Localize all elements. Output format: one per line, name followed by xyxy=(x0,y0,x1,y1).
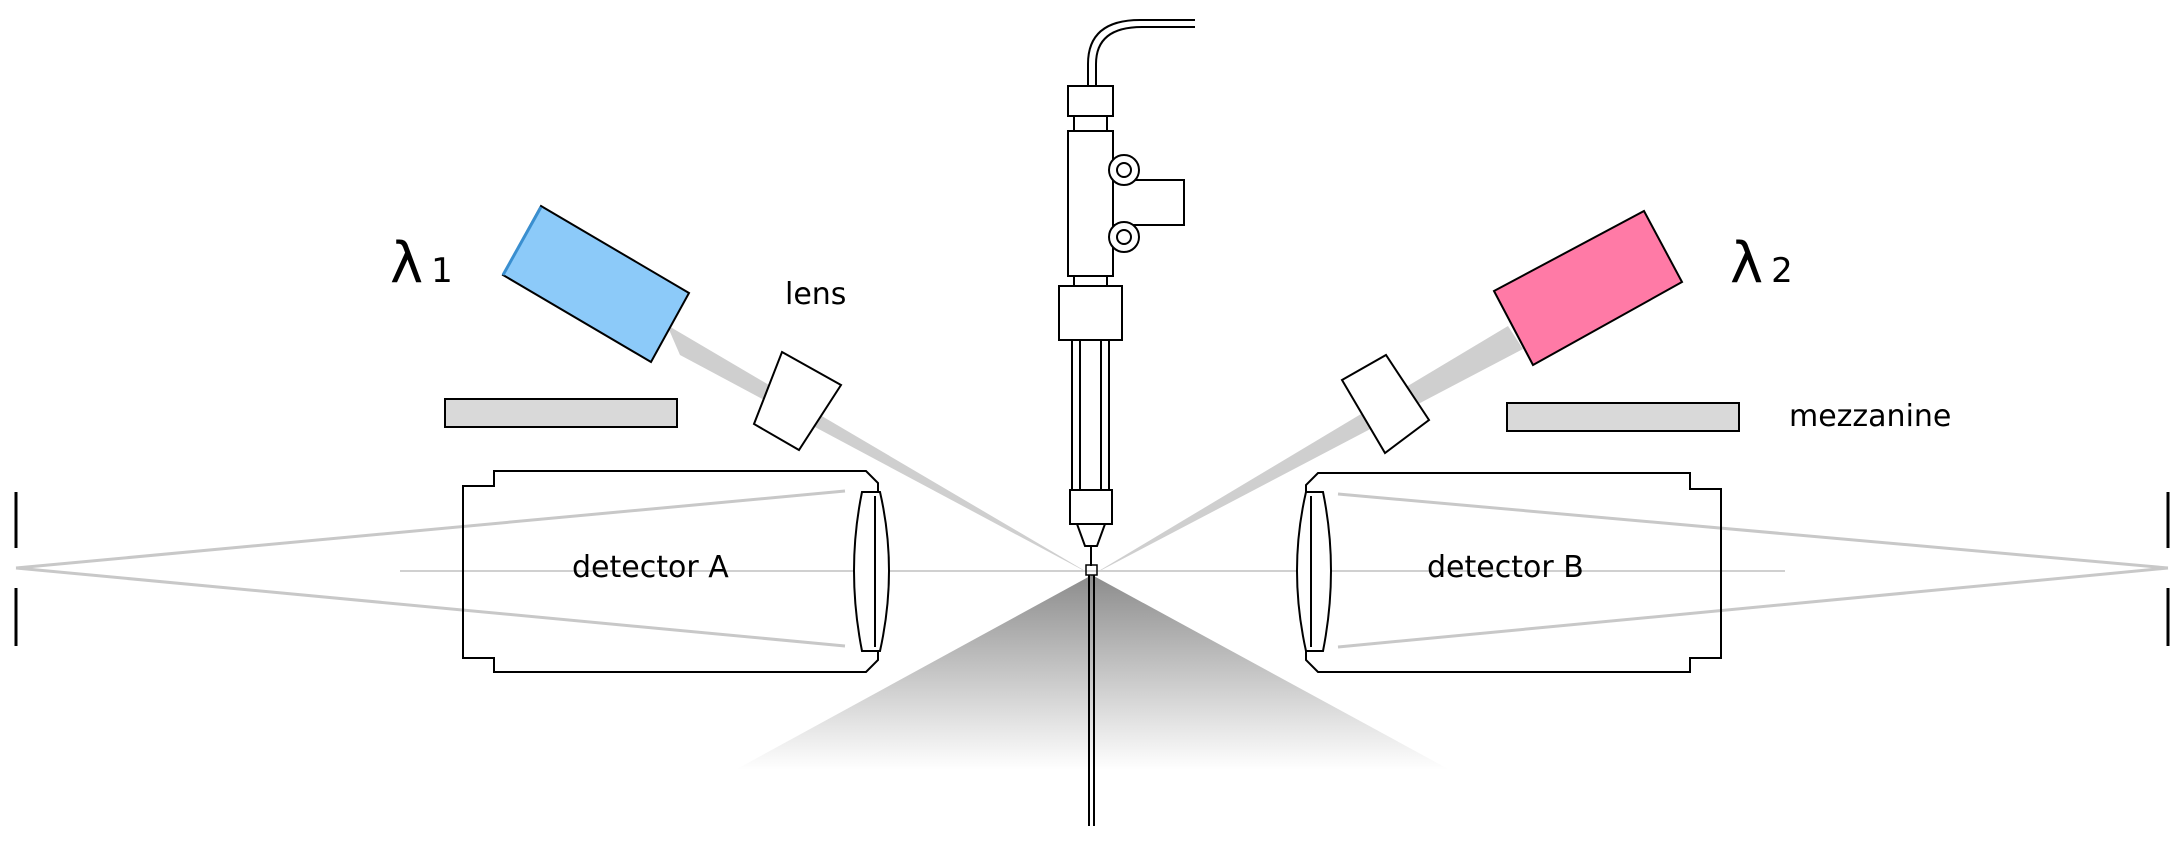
laser-2-source xyxy=(1492,209,1684,367)
mezzanine-right xyxy=(1506,402,1740,432)
lens-label: lens xyxy=(785,277,846,312)
detector-a-housing xyxy=(462,470,879,673)
detector-a-rays xyxy=(15,489,846,648)
mezzanine-left xyxy=(444,398,678,428)
detector-a-label: detector A xyxy=(572,550,729,585)
lens-left xyxy=(752,350,843,452)
laser-1-source xyxy=(501,204,691,364)
detector-b-lens xyxy=(1296,491,1332,652)
detector-b-rays xyxy=(1337,492,2169,649)
detector-b-label: detector B xyxy=(1427,550,1584,585)
laser-beam-2 xyxy=(1092,326,1523,575)
detector-a-lens xyxy=(853,491,890,652)
lens-right xyxy=(1340,353,1431,455)
nozzle-assembly xyxy=(1058,19,1195,826)
mezzanine-label: mezzanine xyxy=(1789,399,1951,434)
spray-cone xyxy=(735,575,1450,770)
